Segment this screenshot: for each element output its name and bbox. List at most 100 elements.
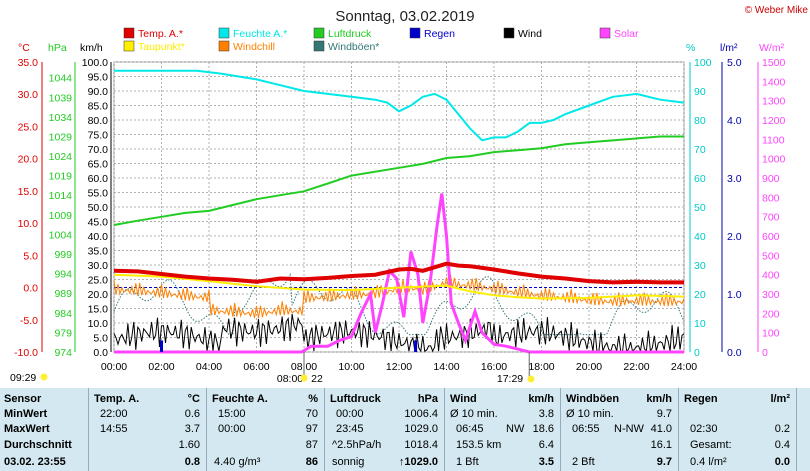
temp-axis-tick: 35.0 (18, 57, 39, 69)
temp-axis-tick: -5.0 (20, 315, 38, 327)
separator (444, 388, 445, 471)
gust-min: 9.7 (656, 408, 672, 420)
lbl-avg: Durchschnitt (4, 439, 72, 451)
solar-series (114, 193, 684, 354)
solar-axis-tick: 400 (762, 270, 780, 282)
x-tick-label: 00:00 (101, 361, 127, 373)
legend-label: Feuchte A.* (233, 28, 287, 40)
x-tick-label: 06:00 (243, 361, 269, 373)
humidity-axis-tick: 30 (694, 260, 706, 272)
separator (88, 388, 89, 471)
rain-axis-tick: 2.0 (727, 231, 742, 243)
rain-total: 0.4 (774, 439, 790, 451)
pressure-axis-tick: 1004 (49, 229, 73, 241)
legend-swatch (409, 27, 421, 39)
pressure-axis-tick: 1009 (49, 210, 73, 222)
rain-axis-unit: l/m² (720, 42, 738, 54)
legend-swatch (599, 27, 611, 39)
pressure-axis-tick: 1019 (49, 171, 73, 183)
pressure-axis-tick: 984 (54, 308, 72, 320)
pressure-axis-tick: 979 (54, 327, 72, 339)
moon-icon (40, 373, 48, 381)
wind-axis-tick: 30.0 (88, 260, 109, 272)
humidity-axis-tick: 40 (694, 231, 706, 243)
sunset-label: 17:29 (497, 373, 523, 385)
wind-axis-tick: 35.0 (88, 246, 109, 258)
summary-table: Sensor MinWert MaxWert Durchschnitt 03.0… (0, 388, 810, 471)
chart-title: Sonntag, 03.02.2019 (335, 8, 474, 25)
solar-axis-tick: 600 (762, 231, 780, 243)
lbl-min: MinWert (4, 408, 48, 420)
copyright-text: © Weber Mike (745, 5, 809, 16)
rain-axis-tick: 0.0 (727, 347, 742, 359)
rain-now: 0.0 (774, 456, 790, 468)
gust-avg: 16.1 (650, 439, 672, 451)
rain-total-label: Gesamt: (690, 439, 732, 451)
solar-axis-tick: 800 (762, 192, 780, 204)
legend-swatch (503, 27, 515, 39)
wind-axis-unit: km/h (80, 42, 103, 54)
pressure-axis-tick: 974 (54, 347, 72, 359)
temp-min-time: 22:00 (100, 408, 128, 420)
col-sensor: Sensor MinWert MaxWert Durchschnitt 03.0… (4, 388, 88, 471)
legend-swatch (218, 27, 230, 39)
hum-now: 86 (305, 456, 318, 468)
chart-canvas: Sonntag, 03.02.2019 © Weber Mike 35.0 30.0 2… (10, 5, 809, 385)
weather-chart: Sonntag, 03.02.2019 © Weber Mike 35.0 30.0 2… (10, 5, 809, 385)
rain-max-time: 02:30 (690, 423, 718, 435)
wind-axis-tick: 90.0 (88, 86, 109, 98)
unit-temp: °C (187, 393, 200, 405)
x-tick-label: 12:00 (386, 361, 412, 373)
temp-axis-tick: 20.0 (18, 154, 39, 166)
temperature-series (113, 261, 684, 285)
pres-max-time: 23:45 (336, 423, 364, 435)
wind-distance: 153.5 km (456, 439, 502, 451)
humidity-axis-tick: 100 (694, 57, 712, 69)
separator (678, 388, 679, 471)
gust-now: 9.7 (656, 456, 672, 468)
solar-axis-tick: 1200 (762, 115, 786, 127)
humidity-axis-tick: 80 (694, 115, 706, 127)
temp-min: 0.6 (184, 408, 200, 420)
x-tick-label: 02:00 (148, 361, 174, 373)
pressure-axis-tick: 1034 (49, 112, 73, 124)
wind-axis-tick: 65.0 (88, 159, 109, 171)
hum-min: 70 (305, 408, 318, 420)
x-tick-label: 04:00 (196, 361, 222, 373)
sun-icon (527, 375, 535, 383)
humidity-axis-unit: % (686, 42, 695, 54)
x-tick-label: 10:00 (338, 361, 364, 373)
temp-axis-unit: °C (18, 42, 30, 54)
wind-axis-tick: 15.0 (88, 304, 109, 316)
pres-forecast: sonnig (332, 456, 365, 468)
hdr-pressure: Luftdruck (330, 393, 381, 405)
solar-axis-tick: 500 (762, 250, 780, 262)
wind-axis-tick: 45.0 (88, 217, 109, 229)
wind-avg: 6.4 (538, 439, 554, 451)
moon-time-label: 09:29 (10, 372, 36, 384)
temp-axis-tick: 15.0 (18, 186, 39, 198)
wind-min: 3.8 (538, 408, 554, 420)
col-rain: Regen l/m² 02:30 0.2 Gesamt: 0.4 0.4 l/m… (684, 388, 790, 471)
wind-axis-tick: 100.0 (82, 57, 108, 69)
sun-icon (300, 374, 308, 382)
solar-axis-tick: 1100 (762, 134, 785, 146)
legend-swatch (218, 40, 230, 52)
humidity-axis-tick: 10 (694, 318, 706, 330)
humidity-axis-tick: 0 (694, 347, 700, 359)
hum-now-abs: 4.40 g/m³ (214, 456, 261, 468)
humidity-axis-tick: 50 (694, 202, 706, 214)
pres-max: 1029.0 (404, 423, 438, 435)
wind-series (113, 313, 685, 353)
pres-trend: ^2.5hPa/h (332, 439, 382, 451)
wind-axis-tick: 95.0 (88, 72, 109, 84)
pressure-axis-tick: 994 (54, 269, 72, 281)
solar-axis-tick: 200 (762, 308, 780, 320)
wind-bft: 1 Bft (456, 456, 479, 468)
pressure-series (113, 135, 684, 226)
hdr-rain: Regen (684, 393, 718, 405)
separator (324, 388, 325, 471)
legend-swatch (123, 40, 135, 52)
col-temp: Temp. A. °C 22:00 0.6 14:55 3.7 1.60 0.8 (94, 388, 200, 471)
unit-rain: l/m² (770, 393, 790, 405)
